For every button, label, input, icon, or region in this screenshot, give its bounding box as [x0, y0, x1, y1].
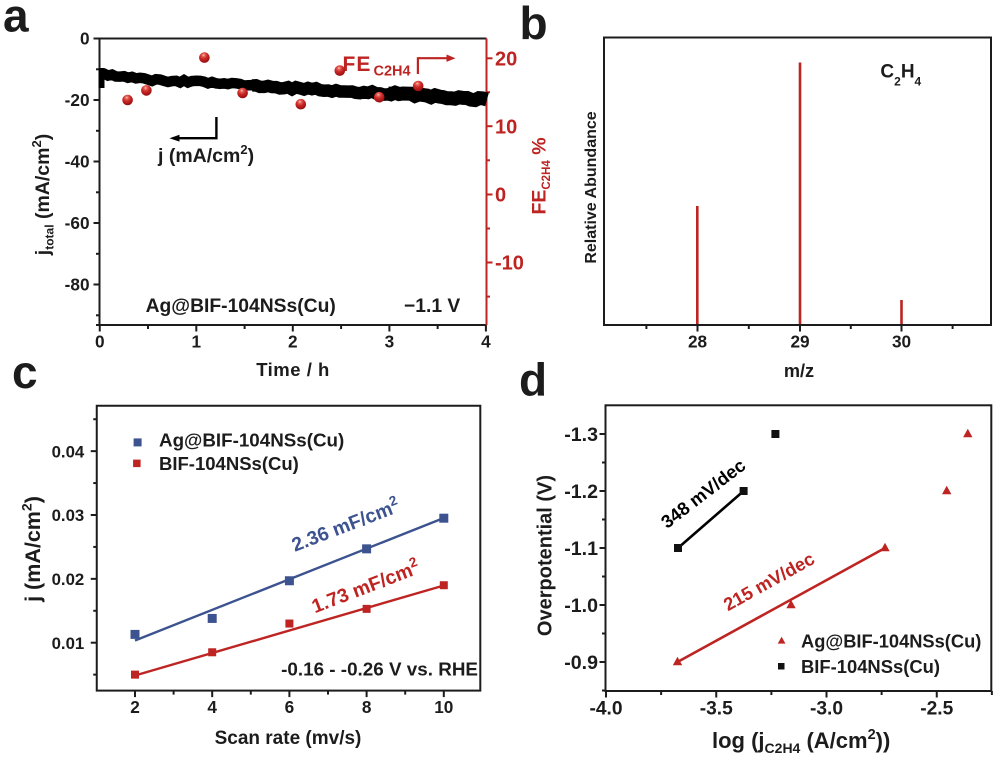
svg-text:j (mA/cm2): j (mA/cm2): [19, 496, 46, 603]
svg-text:0.03: 0.03: [52, 506, 85, 525]
svg-text:2: 2: [288, 332, 298, 352]
svg-text:BIF-104NSs(Cu): BIF-104NSs(Cu): [159, 453, 299, 474]
svg-text:-10: -10: [495, 253, 524, 275]
svg-text:-20: -20: [65, 90, 90, 110]
svg-text:Overpotential (V): Overpotential (V): [535, 475, 557, 636]
svg-text:Relative Abundance: Relative Abundance: [583, 111, 600, 263]
svg-text:29: 29: [790, 332, 809, 352]
svg-text:FEC2H4 %: FEC2H4 %: [529, 137, 554, 214]
svg-text:-1.1: -1.1: [564, 538, 598, 560]
svg-text:-80: -80: [65, 275, 90, 295]
svg-text:30: 30: [892, 332, 911, 352]
svg-text:-0.16 - -0.26 V vs. RHE: -0.16 - -0.26 V vs. RHE: [281, 659, 478, 680]
svg-text:Ag@BIF-104NSs(Cu): Ag@BIF-104NSs(Cu): [146, 296, 336, 317]
svg-text:a: a: [3, 0, 29, 42]
svg-text:-3.0: -3.0: [810, 699, 843, 720]
svg-text:0.02: 0.02: [52, 570, 85, 589]
svg-text:1: 1: [192, 332, 202, 352]
svg-text:BIF-104NSs(Cu): BIF-104NSs(Cu): [801, 656, 940, 677]
svg-text:d: d: [519, 354, 547, 406]
svg-text:28: 28: [688, 332, 708, 352]
svg-text:-1.3: -1.3: [564, 424, 598, 446]
svg-text:4: 4: [207, 697, 217, 717]
svg-text:-2.5: -2.5: [920, 699, 953, 720]
svg-text:-1.0: -1.0: [564, 595, 598, 617]
svg-text:10: 10: [434, 697, 453, 717]
svg-text:-0.9: -0.9: [564, 652, 598, 674]
svg-text:0.04: 0.04: [52, 442, 85, 461]
svg-text:−1.1 V: −1.1 V: [404, 296, 460, 317]
svg-text:0: 0: [495, 185, 506, 207]
svg-text:FE: FE: [343, 53, 372, 76]
svg-text:Scan rate (mv/s): Scan rate (mv/s): [215, 728, 362, 749]
svg-text:0: 0: [95, 332, 105, 352]
svg-text:c: c: [12, 346, 38, 398]
svg-text:6: 6: [285, 697, 295, 717]
svg-text:Time / h: Time / h: [256, 359, 330, 380]
svg-text:0: 0: [80, 29, 90, 49]
svg-text:20: 20: [495, 49, 517, 71]
svg-text:-60: -60: [65, 213, 90, 233]
svg-text:log (jC2H4 (A/cm2)): log (jC2H4 (A/cm2)): [712, 727, 890, 756]
svg-text:3: 3: [385, 332, 395, 352]
svg-text:b: b: [520, 0, 548, 49]
svg-text:-40: -40: [65, 152, 90, 172]
svg-text:-4.0: -4.0: [589, 699, 622, 720]
svg-text:C2H4: C2H4: [374, 64, 411, 80]
svg-text:-1.2: -1.2: [564, 481, 598, 503]
svg-text:-3.5: -3.5: [700, 699, 733, 720]
svg-text:10: 10: [495, 116, 517, 138]
svg-text:jtotal (mA/cm2): jtotal (mA/cm2): [29, 134, 57, 256]
svg-text:2: 2: [130, 697, 140, 717]
svg-text:j (mA/cm2): j (mA/cm2): [157, 142, 254, 167]
svg-text:4: 4: [481, 332, 491, 352]
svg-text:m/z: m/z: [784, 361, 814, 381]
svg-text:8: 8: [362, 697, 372, 717]
svg-text:Ag@BIF-104NSs(Cu): Ag@BIF-104NSs(Cu): [159, 430, 344, 451]
svg-text:0.01: 0.01: [52, 634, 85, 653]
svg-text:Ag@BIF-104NSs(Cu): Ag@BIF-104NSs(Cu): [801, 631, 981, 652]
